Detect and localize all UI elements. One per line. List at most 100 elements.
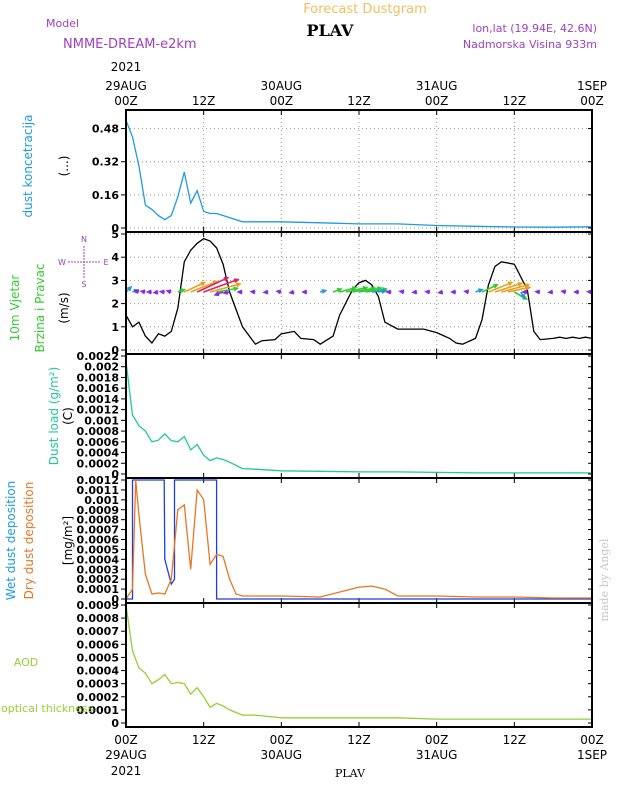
wind-arrow-head — [262, 289, 269, 295]
wind-arrow-head — [165, 289, 172, 295]
wind-arrow-head — [158, 289, 165, 295]
y-tick-label: 0.0002 — [77, 457, 119, 470]
y-tick-label: 0.0008 — [77, 514, 119, 527]
wind-arrow-head — [351, 286, 358, 291]
panel-unit: (...) — [57, 156, 71, 177]
wind-arrow-head — [152, 289, 159, 295]
year-bottom: 2021 — [111, 764, 142, 778]
wind-arrow-head — [200, 281, 207, 287]
y-tick-label: 0.0014 — [77, 393, 120, 406]
y-tick-label: 0.32 — [92, 156, 119, 169]
wind-arrow-head — [450, 289, 456, 295]
y-tick-label: 0.0008 — [77, 612, 119, 625]
panel-ylabel-2: optical thickness — [1, 702, 94, 715]
y-tick-label: 0.001 — [84, 494, 119, 507]
year-top: 2021 — [111, 60, 142, 74]
bottom-date-label: 31AUG — [416, 748, 458, 762]
panel-frame — [125, 477, 593, 604]
bottom-tick-label: 12Z — [503, 733, 527, 747]
series-line-aod-0 — [125, 604, 592, 720]
compass-west: W — [58, 258, 66, 267]
y-tick-label: 0.0001 — [77, 704, 119, 717]
y-tick-label: 0.0001 — [77, 583, 119, 596]
top-date-label: 29AUG — [105, 79, 147, 93]
top-tick-label: 12Z — [503, 94, 527, 108]
compass-south: S — [81, 280, 86, 289]
wind-arrow-head — [525, 285, 532, 291]
y-tick-label: 0.0022 — [77, 350, 119, 363]
bottom-date-label: 30AUG — [261, 748, 303, 762]
model-label: Model — [46, 17, 79, 30]
wind-arrow-head — [507, 281, 514, 287]
y-tick-label: 0.0004 — [77, 665, 120, 678]
wind-arrow — [507, 286, 530, 293]
y-tick-label: 0.0004 — [77, 447, 120, 460]
wind-arrow-head — [424, 289, 431, 295]
wind-arrow-head — [336, 287, 343, 293]
y-tick-label: 0.0018 — [77, 371, 119, 384]
footer-station: PLAV — [335, 767, 366, 780]
series-line-load-0 — [125, 361, 592, 474]
wind-arrow — [196, 277, 228, 293]
wind-arrow-head — [547, 289, 554, 295]
compass-rose: N S W E — [58, 235, 108, 289]
y-tick-label: 0.0012 — [77, 404, 119, 417]
wind-arrow-head — [223, 276, 230, 282]
top-tick-label: 12Z — [192, 94, 216, 108]
top-tick-label: 12Z — [347, 94, 371, 108]
panel-ylabel-dry: Dry dust deposition — [22, 482, 36, 600]
top-tick-label: 00Z — [114, 94, 138, 108]
y-tick-label: 0 — [111, 593, 119, 606]
wind-arrow-head — [236, 289, 243, 295]
wind-arrow-head — [520, 294, 526, 300]
y-tick-label: 0.0009 — [77, 599, 119, 612]
y-tick-label: 0.0005 — [77, 651, 119, 664]
series-line-dep-1 — [125, 479, 592, 600]
figure-title: Forecast Dustgram — [303, 2, 427, 17]
panel-ylabel: 10m Vjetar — [8, 275, 22, 342]
bottom-tick-label: 00Z — [114, 733, 138, 747]
wind-arrow-head — [126, 285, 133, 292]
wind-arrow-head — [493, 284, 499, 289]
y-tick-label: 3 — [111, 274, 119, 287]
wind-arrow-head — [463, 289, 469, 295]
panel-ylabel: Dust load (g/m²) — [47, 367, 61, 466]
altitude-label: Nadmorska Visina 933m — [463, 38, 597, 51]
wind-arrow-head — [139, 289, 146, 295]
wind-arrow-head — [301, 289, 307, 295]
y-tick-label: 1 — [111, 321, 119, 334]
top-date-label: 30AUG — [261, 79, 303, 93]
top-tick-label: 00Z — [270, 94, 294, 108]
y-tick-label: 0.0007 — [77, 524, 119, 537]
wind-arrow-head — [534, 289, 541, 295]
panel-frame — [125, 353, 593, 479]
y-tick-label: 0.002 — [84, 361, 119, 374]
wind-arrow-head — [233, 286, 240, 292]
model-name: NMME-DREAM-e2km — [63, 37, 197, 52]
y-tick-label: 4 — [111, 251, 119, 264]
wind-arrow — [183, 281, 205, 293]
wind-arrow — [501, 283, 529, 293]
wind-arrow-head — [321, 289, 328, 294]
compass-east: E — [103, 258, 108, 267]
y-tick-label: 0.0008 — [77, 425, 119, 438]
y-tick-label: 0.0009 — [77, 504, 119, 517]
wind-arrow — [481, 284, 498, 293]
wind-arrow-head — [233, 278, 240, 283]
wind-arrow-head — [517, 282, 524, 287]
panel-ylabel-2: Brzina i Pravac — [33, 263, 47, 352]
top-date-label: 31AUG — [416, 79, 458, 93]
top-tick-label: 00Z — [425, 94, 449, 108]
y-tick-label: 0.48 — [92, 123, 119, 136]
y-tick-label: 0.0012 — [77, 474, 119, 487]
wind-arrow-head — [133, 289, 140, 294]
wind-arrow-head — [381, 288, 388, 294]
y-tick-label: 0.0002 — [77, 573, 119, 586]
panel-unit: [mg/m²] — [61, 516, 75, 565]
bottom-tick-label: 00Z — [425, 733, 449, 747]
wind-arrow-head — [585, 289, 592, 295]
top-date-label: 1SEP — [577, 79, 607, 93]
wind-arrow-head — [573, 289, 579, 295]
